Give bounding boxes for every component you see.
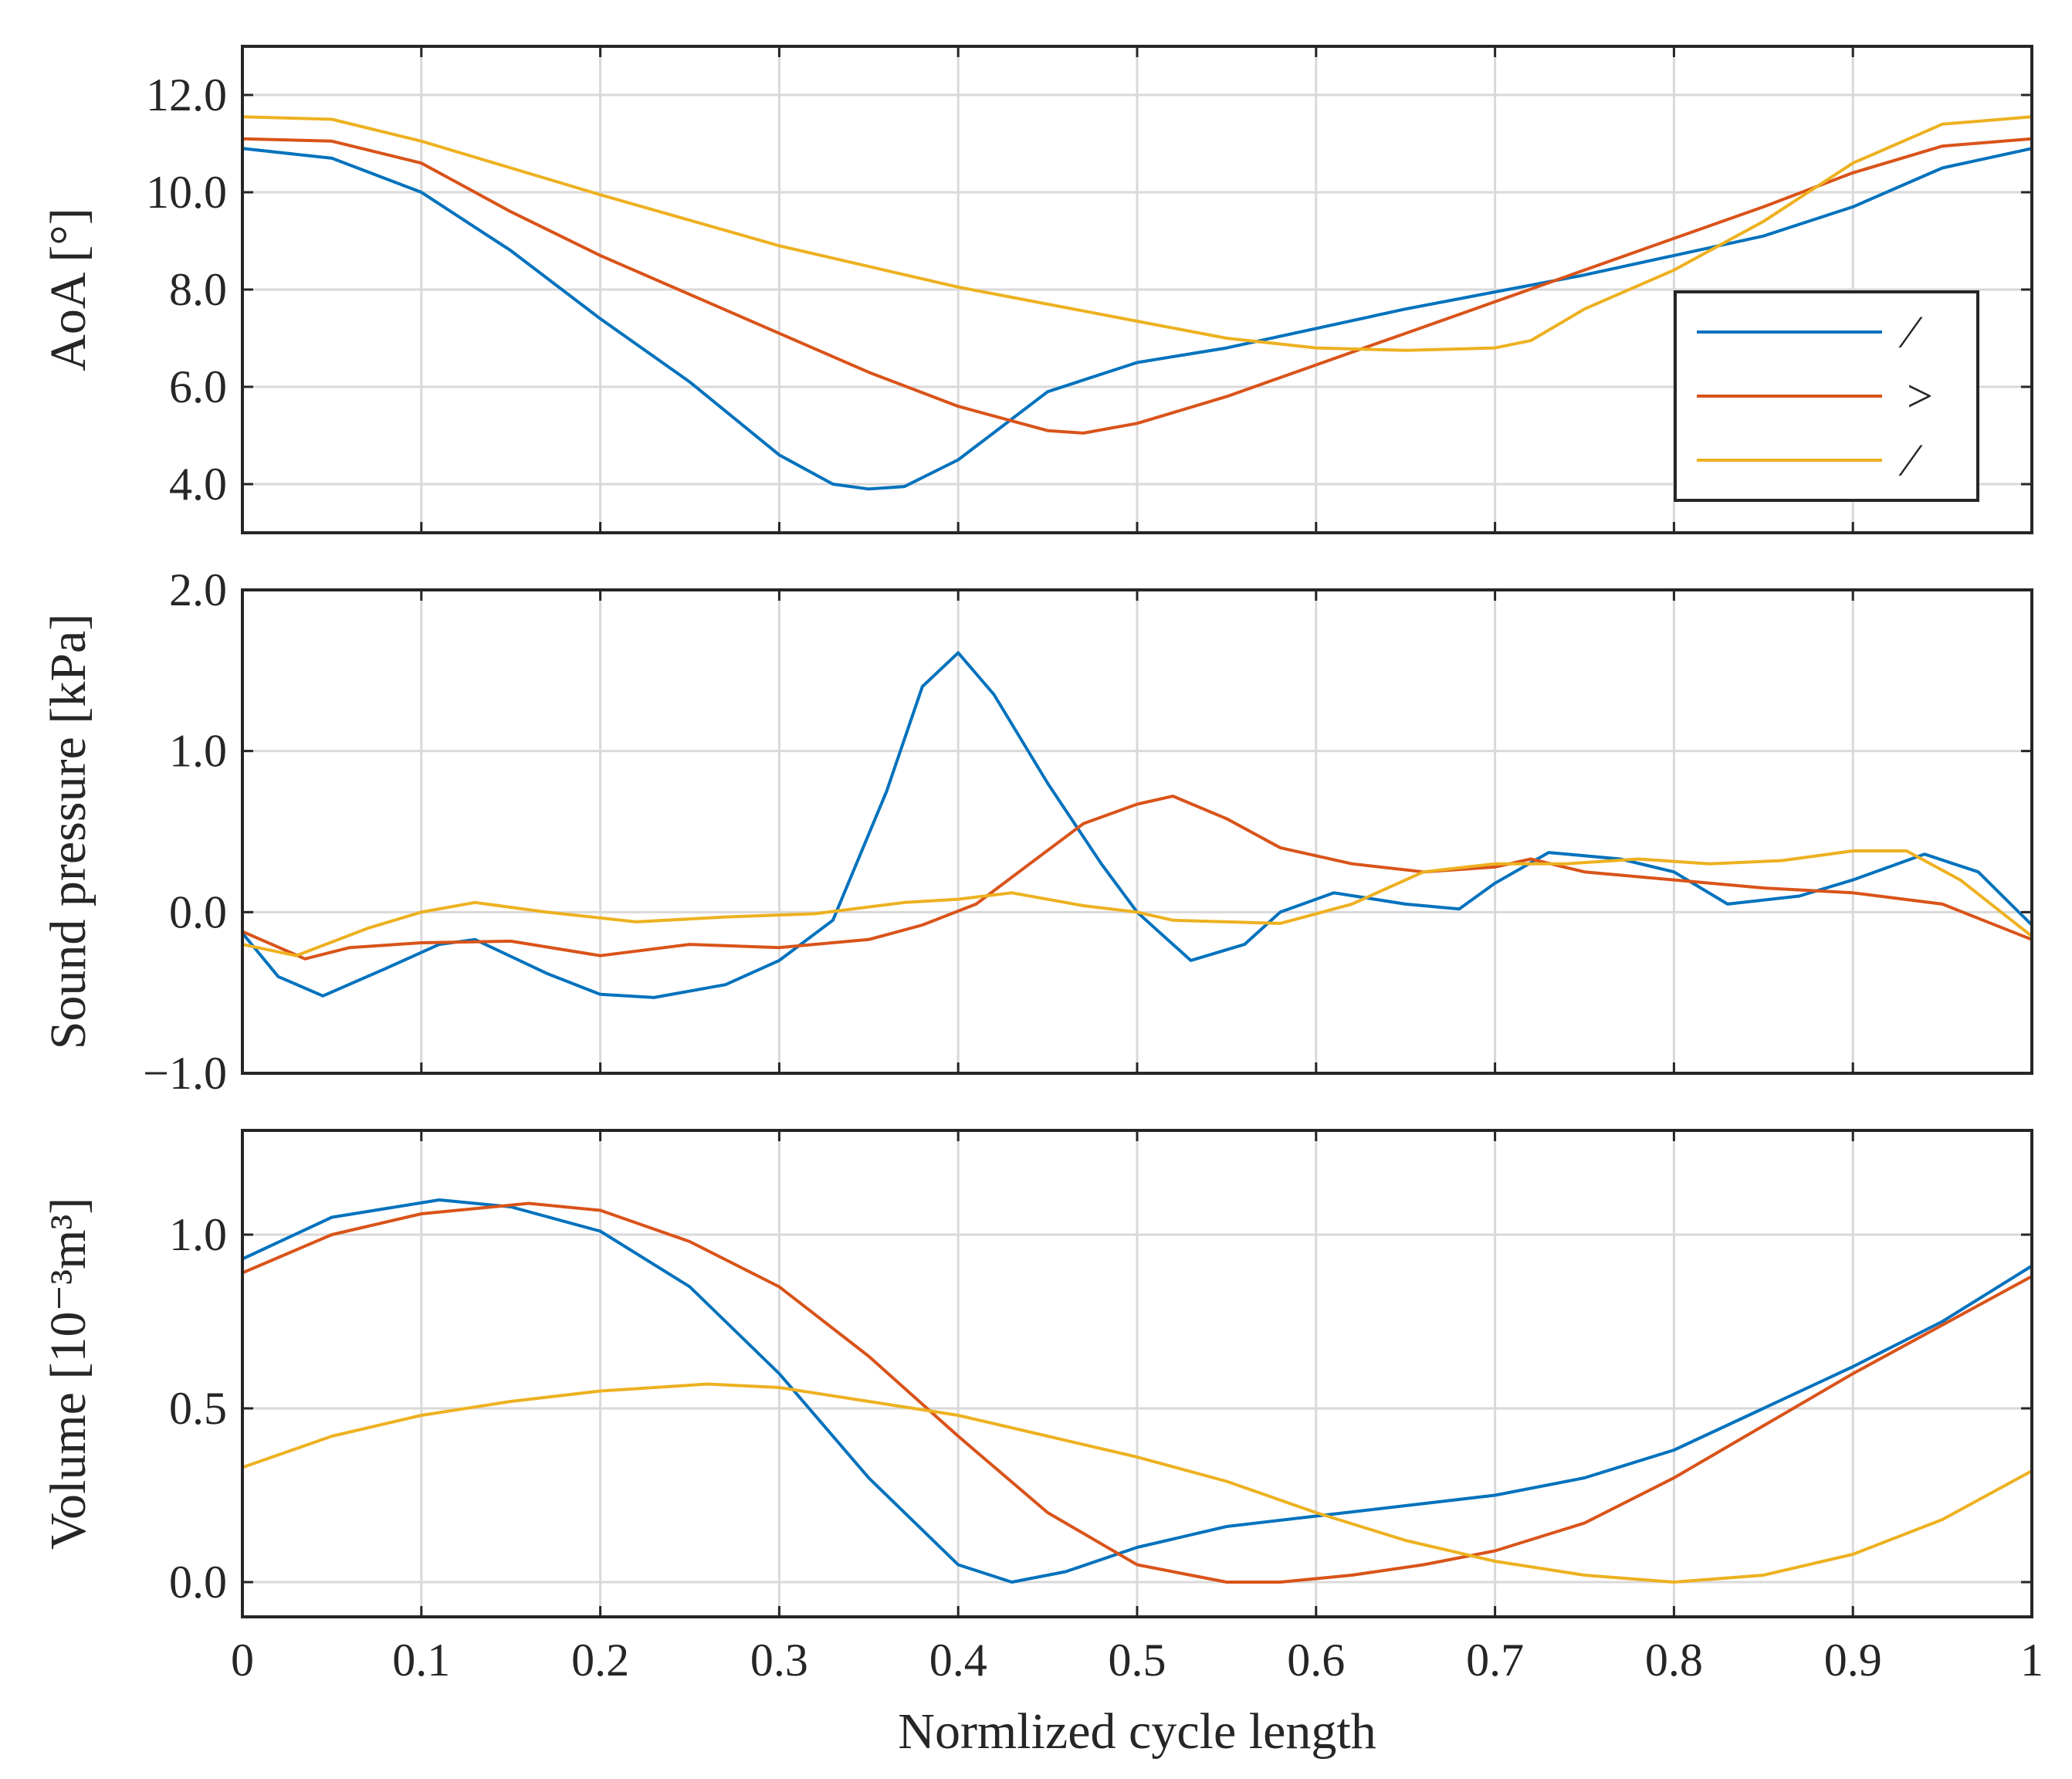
aoa-y-tick-label: 4.0 (169, 459, 227, 510)
sound-pressure-y-tick-label: 2.0 (169, 564, 227, 615)
aoa-series-red-line (241, 137, 2033, 435)
sound-pressure-y-tick-label: 1.0 (169, 726, 227, 777)
aoa-series-yellow-line (241, 115, 2033, 352)
x-tick-label: 0 (231, 1635, 254, 1686)
x-tick-label: 0.4 (929, 1635, 987, 1686)
sound-pressure-panel: −1.0 0.0 1.0 2.0 Sound pressure [kPa] (40, 564, 2033, 1099)
aoa-y-axis-label: AoA [°] (40, 208, 96, 371)
volume-series-yellow-line (241, 1382, 2033, 1584)
x-tick-label: 0.1 (392, 1635, 450, 1686)
volume-y-tick-label: 0.5 (169, 1383, 227, 1434)
x-axis-label: Normlized cycle length (898, 1703, 1376, 1760)
aoa-panel: 4.0 6.0 8.0 10.0 12.0 AoA [°] ⁄>⁄ (40, 45, 2033, 534)
sound-pressure-y-axis-label: Sound pressure [kPa] (40, 614, 96, 1050)
aoa-y-tick-label: 10.0 (146, 167, 227, 218)
sound-pressure-series-red-line (241, 795, 2033, 961)
sound-pressure-series-yellow-line (241, 849, 2033, 957)
legend-label: > (1907, 371, 1933, 422)
legend: ⁄>⁄ (1674, 290, 1979, 502)
x-tick-label: 0.6 (1287, 1635, 1345, 1686)
x-tick-label: 0.2 (571, 1635, 629, 1686)
x-tick-label: 0.9 (1824, 1635, 1882, 1686)
x-tick-label: 1 (2020, 1635, 2043, 1686)
x-tick-label: 0.7 (1466, 1635, 1524, 1686)
aoa-y-tick-label: 6.0 (169, 361, 227, 412)
aoa-y-tick-label: 12.0 (146, 69, 227, 120)
aoa-series-blue-line (241, 147, 2033, 491)
x-tick-label: 0.3 (750, 1635, 808, 1686)
aoa-y-tick-label: 8.0 (169, 264, 227, 315)
volume-y-tick-label: 0.0 (169, 1557, 227, 1608)
sound-pressure-y-tick-label: 0.0 (169, 886, 227, 937)
volume-y-tick-label: 1.0 (169, 1209, 227, 1260)
volume-series-red-line (241, 1201, 2033, 1584)
x-tick-label: 0.8 (1645, 1635, 1703, 1686)
sound-pressure-y-tick-label: −1.0 (143, 1048, 227, 1099)
volume-series-blue-line (241, 1198, 2033, 1584)
volume-panel: 0.0 0.5 1.0 0 0.1 0.2 0.3 0.4 0.5 0.6 0.7 0.8 0.9 1 V… (40, 1129, 2043, 1760)
volume-y-axis-label: Volume [10⁻³m³] (40, 1198, 96, 1550)
x-tick-label: 0.5 (1109, 1635, 1166, 1686)
